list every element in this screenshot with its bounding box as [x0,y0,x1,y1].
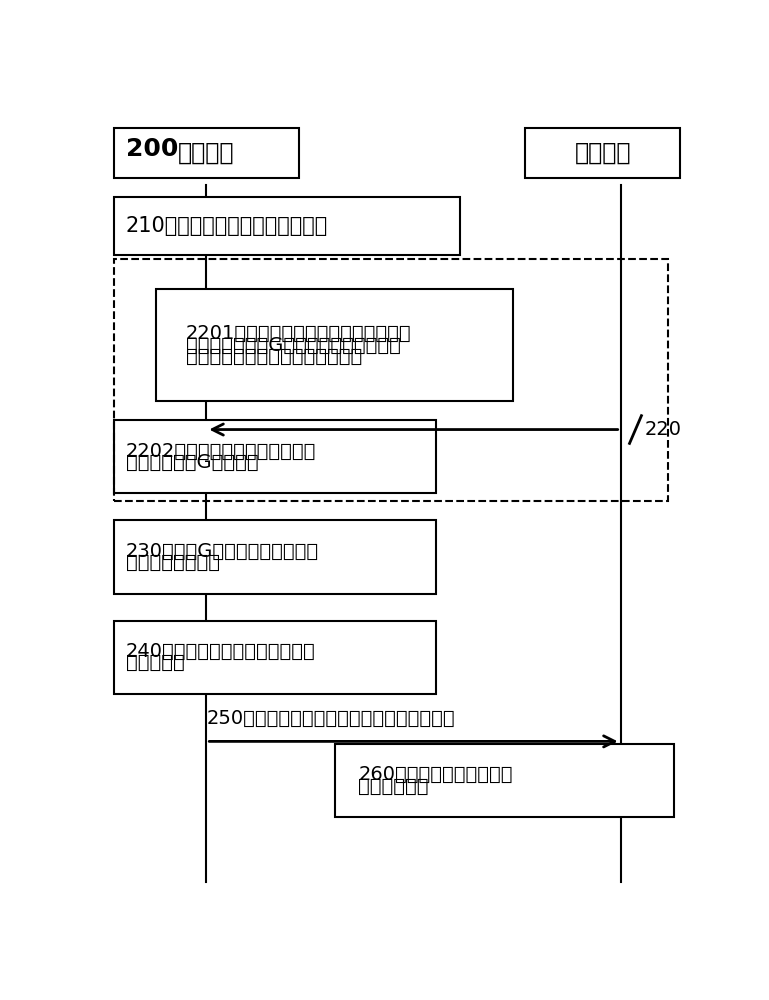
Text: 230，对该G个端口组对应的码本: 230，对该G个端口组对应的码本 [126,542,319,561]
Bar [114,128,298,178]
Text: 系数进行增益调整: 系数进行增益调整 [126,553,220,572]
Bar [114,520,436,594]
Text: 网络设备: 网络设备 [574,141,631,165]
Text: 220: 220 [644,420,681,439]
Text: 端口数以及每个端口中包含的端口: 端口数以及每个端口中包含的端口 [185,347,361,366]
Bar [114,420,436,493]
Text: 210，确定预编码矩阵的码本系数: 210，确定预编码矩阵的码本系数 [126,216,328,236]
Bar [335,744,674,817]
Text: 240，对增益调整后的码本系数进: 240，对增益调整后的码本系数进 [126,642,315,661]
Text: 口分组，得到G个端口组: 口分组，得到G个端口组 [126,453,258,472]
Bar [155,289,514,401]
Text: 260，根据该第二信息，确: 260，根据该第二信息，确 [358,765,513,784]
Text: 定预编码矩阵: 定预编码矩阵 [358,776,429,795]
Text: 200: 200 [126,137,178,161]
Text: 行量化处理: 行量化处理 [126,653,185,672]
Bar [114,620,436,694]
Bar [114,197,460,255]
Bar [114,259,668,501]
Bar [525,128,680,178]
Text: 2202，对该预编码矩阵对应的端: 2202，对该预编码矩阵对应的端 [126,442,316,461]
Text: 终端设备: 终端设备 [178,141,235,165]
Text: 250，第二信息，用于指示量化后的码本系数: 250，第二信息，用于指示量化后的码本系数 [206,709,455,728]
Text: 多项：端口组数G、每个端口组中包含的: 多项：端口组数G、每个端口组中包含的 [185,336,401,355]
Text: 2201，第一信息，用于指示以下一项或: 2201，第一信息，用于指示以下一项或 [185,324,411,343]
